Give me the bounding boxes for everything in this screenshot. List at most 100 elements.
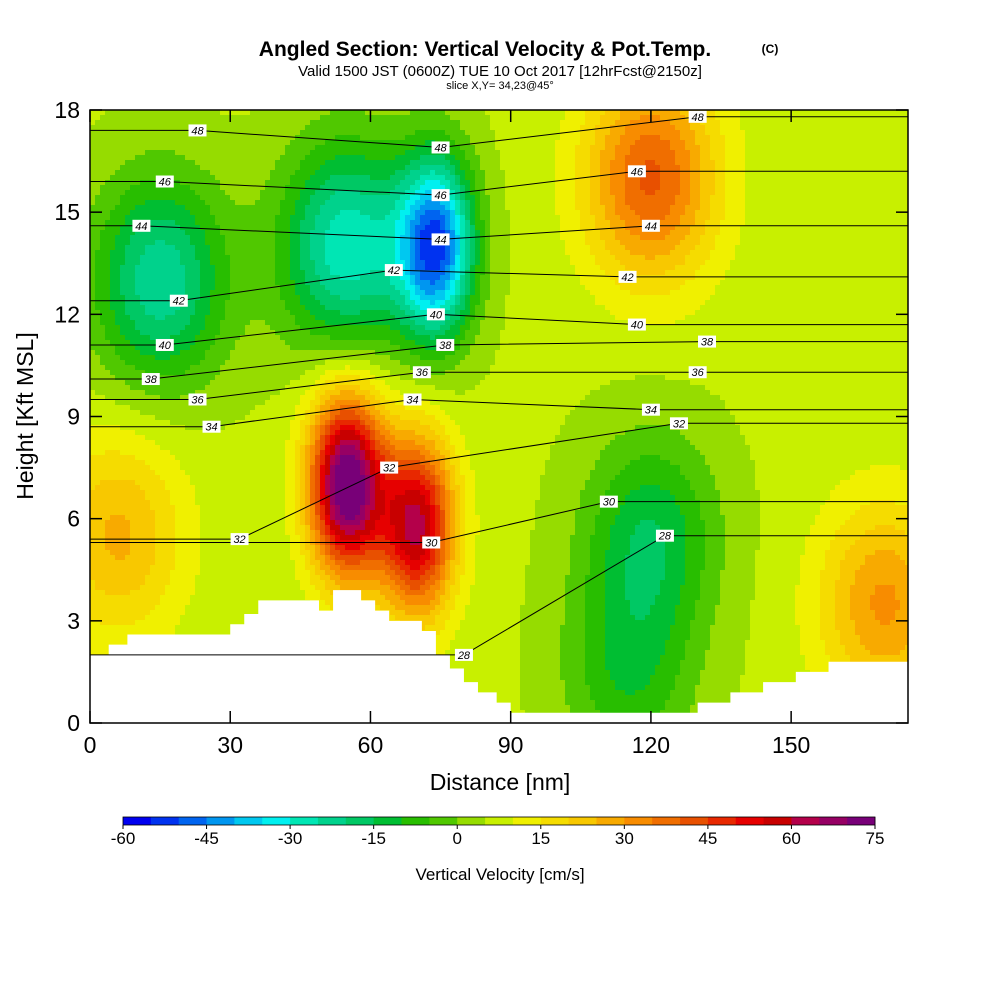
velocity-cell	[115, 490, 121, 496]
velocity-cell	[105, 435, 111, 441]
velocity-cell	[240, 595, 246, 601]
velocity-cell	[105, 385, 111, 391]
velocity-cell	[195, 475, 201, 481]
velocity-cell	[265, 440, 271, 446]
velocity-cell	[240, 510, 246, 516]
velocity-cell	[180, 575, 186, 581]
velocity-cell	[285, 470, 291, 476]
velocity-cell	[120, 390, 126, 396]
velocity-cell	[285, 245, 291, 251]
velocity-cell	[135, 445, 141, 451]
velocity-cell	[160, 460, 166, 466]
velocity-cell	[170, 460, 176, 466]
velocity-cell	[105, 310, 111, 316]
velocity-cell	[155, 445, 161, 451]
velocity-cell	[275, 370, 281, 376]
velocity-cell	[225, 485, 231, 491]
velocity-cell	[235, 220, 241, 226]
velocity-cell	[125, 610, 131, 616]
velocity-cell	[270, 180, 276, 186]
velocity-cell	[185, 240, 191, 246]
velocity-cell	[215, 260, 221, 266]
velocity-cell	[245, 455, 251, 461]
velocity-cell	[125, 615, 131, 621]
velocity-cell	[135, 625, 141, 631]
velocity-cell	[240, 410, 246, 416]
velocity-cell	[250, 340, 256, 346]
velocity-cell	[265, 485, 271, 491]
velocity-cell	[140, 590, 146, 596]
velocity-cell	[160, 260, 166, 266]
velocity-cell	[145, 180, 151, 186]
velocity-cell	[105, 350, 111, 356]
velocity-cell	[220, 230, 226, 236]
velocity-cell	[270, 145, 276, 151]
velocity-cell	[185, 545, 191, 551]
velocity-cell	[130, 330, 136, 336]
velocity-cell	[185, 140, 191, 146]
velocity-cell	[250, 260, 256, 266]
velocity-cell	[155, 470, 161, 476]
velocity-cell	[260, 305, 266, 311]
velocity-cell	[210, 140, 216, 146]
velocity-cell	[110, 370, 116, 376]
velocity-cell	[195, 425, 201, 431]
velocity-cell	[165, 405, 171, 411]
velocity-cell	[250, 120, 256, 126]
velocity-cell	[185, 260, 191, 266]
velocity-cell	[170, 360, 176, 366]
velocity-cell	[140, 160, 146, 166]
velocity-cell	[235, 135, 241, 141]
velocity-cell	[170, 265, 176, 271]
velocity-cell	[260, 485, 266, 491]
velocity-cell	[170, 465, 176, 471]
velocity-cell	[265, 435, 271, 441]
velocity-cell	[185, 255, 191, 261]
velocity-cell	[170, 455, 176, 461]
velocity-cell	[120, 110, 126, 116]
velocity-cell	[200, 450, 206, 456]
velocity-cell	[265, 155, 271, 161]
velocity-cell	[155, 255, 161, 261]
velocity-cell	[215, 180, 221, 186]
velocity-cell	[225, 210, 231, 216]
velocity-cell	[220, 355, 226, 361]
velocity-cell	[180, 490, 186, 496]
velocity-cell	[260, 445, 266, 451]
velocity-cell	[145, 110, 151, 116]
velocity-cell	[240, 315, 246, 321]
velocity-cell	[195, 495, 201, 501]
velocity-cell	[170, 410, 176, 416]
velocity-cell	[110, 250, 116, 256]
velocity-cell	[140, 390, 146, 396]
velocity-cell	[285, 375, 291, 381]
velocity-cell	[250, 295, 256, 301]
velocity-cell	[250, 520, 256, 526]
velocity-cell	[90, 350, 96, 356]
velocity-cell	[130, 335, 136, 341]
velocity-cell	[95, 425, 101, 431]
velocity-cell	[185, 475, 191, 481]
velocity-cell	[160, 255, 166, 261]
velocity-cell	[150, 600, 156, 606]
velocity-cell	[285, 290, 291, 296]
velocity-cell	[100, 280, 106, 286]
velocity-cell	[245, 375, 251, 381]
velocity-cell	[100, 610, 106, 616]
velocity-cell	[115, 435, 121, 441]
velocity-cell	[240, 175, 246, 181]
velocity-cell	[130, 125, 136, 131]
velocity-cell	[100, 560, 106, 566]
velocity-cell	[265, 115, 271, 121]
velocity-cell	[265, 535, 271, 541]
velocity-cell	[215, 445, 221, 451]
velocity-cell	[200, 380, 206, 386]
velocity-cell	[190, 230, 196, 236]
velocity-cell	[255, 430, 261, 436]
velocity-cell	[240, 310, 246, 316]
velocity-cell	[140, 625, 146, 631]
velocity-cell	[150, 295, 156, 301]
velocity-cell	[215, 235, 221, 241]
velocity-cell	[165, 545, 171, 551]
velocity-cell	[210, 155, 216, 161]
